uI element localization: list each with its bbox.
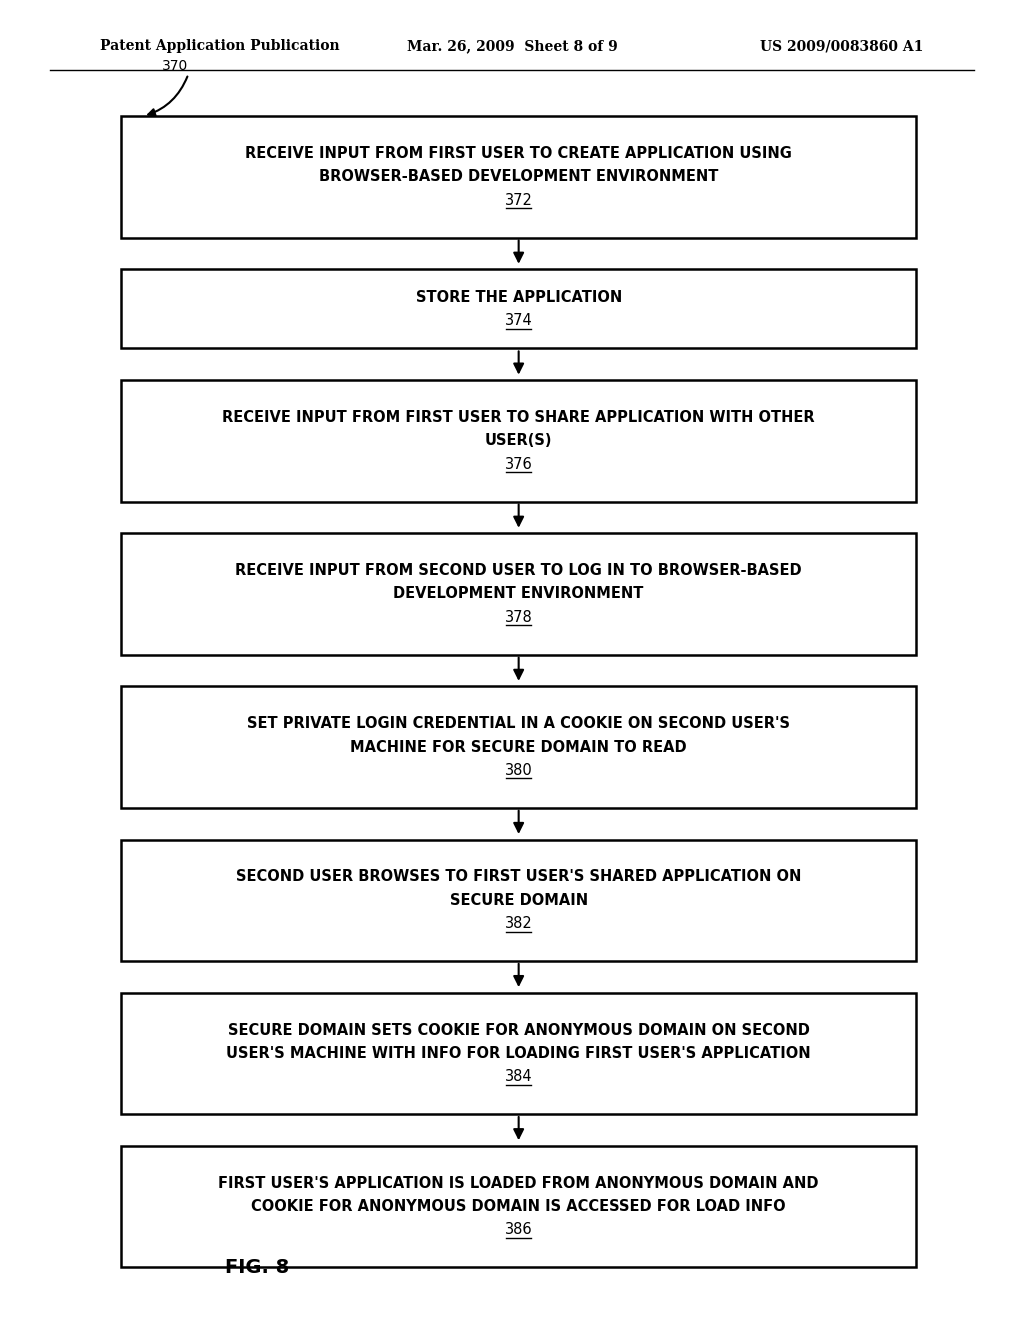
Text: USER'S MACHINE WITH INFO FOR LOADING FIRST USER'S APPLICATION: USER'S MACHINE WITH INFO FOR LOADING FIR… [226,1045,811,1061]
Text: 386: 386 [505,1222,532,1237]
Text: Mar. 26, 2009  Sheet 8 of 9: Mar. 26, 2009 Sheet 8 of 9 [407,40,617,53]
Text: 384: 384 [505,1069,532,1084]
Text: Patent Application Publication: Patent Application Publication [100,40,340,53]
Text: RECEIVE INPUT FROM FIRST USER TO SHARE APPLICATION WITH OTHER: RECEIVE INPUT FROM FIRST USER TO SHARE A… [222,411,815,425]
Bar [121,380,916,502]
Text: SECOND USER BROWSES TO FIRST USER'S SHARED APPLICATION ON: SECOND USER BROWSES TO FIRST USER'S SHAR… [236,870,802,884]
Text: SECURE DOMAIN: SECURE DOMAIN [450,892,588,908]
Text: US 2009/0083860 A1: US 2009/0083860 A1 [760,40,924,53]
Bar [121,1146,916,1267]
Bar [121,840,916,961]
Bar [121,116,916,238]
Text: RECEIVE INPUT FROM SECOND USER TO LOG IN TO BROWSER-BASED: RECEIVE INPUT FROM SECOND USER TO LOG IN… [236,564,802,578]
Text: USER(S): USER(S) [485,433,552,449]
Text: FIG. 8: FIG. 8 [225,1258,290,1276]
Text: RECEIVE INPUT FROM FIRST USER TO CREATE APPLICATION USING: RECEIVE INPUT FROM FIRST USER TO CREATE … [245,147,793,161]
Text: COOKIE FOR ANONYMOUS DOMAIN IS ACCESSED FOR LOAD INFO: COOKIE FOR ANONYMOUS DOMAIN IS ACCESSED … [251,1199,786,1214]
Text: BROWSER-BASED DEVELOPMENT ENVIRONMENT: BROWSER-BASED DEVELOPMENT ENVIRONMENT [318,169,719,185]
Bar [121,269,916,348]
Bar [121,686,916,808]
Text: 374: 374 [505,313,532,329]
Text: 370: 370 [162,59,188,73]
Text: DEVELOPMENT ENVIRONMENT: DEVELOPMENT ENVIRONMENT [393,586,644,602]
Text: MACHINE FOR SECURE DOMAIN TO READ: MACHINE FOR SECURE DOMAIN TO READ [350,739,687,755]
Text: 376: 376 [505,457,532,471]
Bar [121,533,916,655]
Text: STORE THE APPLICATION: STORE THE APPLICATION [416,289,622,305]
Text: 372: 372 [505,193,532,207]
Text: 382: 382 [505,916,532,931]
Text: FIRST USER'S APPLICATION IS LOADED FROM ANONYMOUS DOMAIN AND: FIRST USER'S APPLICATION IS LOADED FROM … [218,1176,819,1191]
Bar [121,993,916,1114]
Text: 380: 380 [505,763,532,777]
Text: SET PRIVATE LOGIN CREDENTIAL IN A COOKIE ON SECOND USER'S: SET PRIVATE LOGIN CREDENTIAL IN A COOKIE… [247,717,791,731]
Text: 378: 378 [505,610,532,624]
Text: SECURE DOMAIN SETS COOKIE FOR ANONYMOUS DOMAIN ON SECOND: SECURE DOMAIN SETS COOKIE FOR ANONYMOUS … [227,1023,810,1038]
